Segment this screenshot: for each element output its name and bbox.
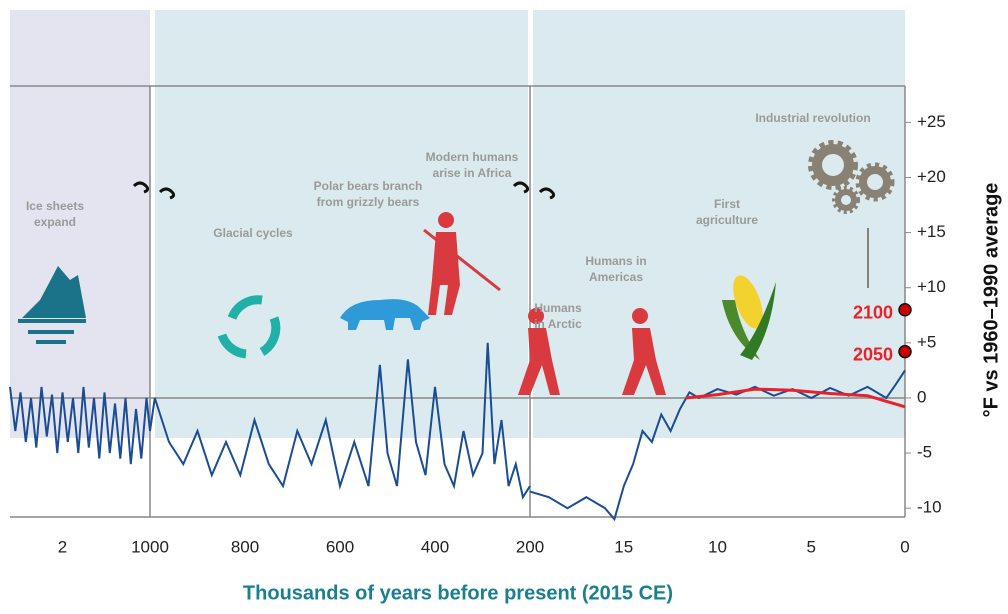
projection-point: [898, 344, 912, 359]
x-axis-label: Thousands of years before present (2015 …: [243, 582, 673, 604]
temperature-line: [149, 342, 531, 500]
annotation: from grizzly bears: [317, 195, 420, 209]
annotation: expand: [34, 215, 76, 229]
gears-icon: [808, 140, 895, 214]
band: [10, 10, 150, 438]
annotation: in Arctic: [534, 317, 582, 331]
x-tick-label: 600: [326, 537, 354, 556]
y-tick-label: +25: [917, 112, 946, 131]
y-tick-label: +10: [917, 277, 946, 296]
x-tick-label: 15: [614, 537, 633, 556]
annotation: Humans in: [585, 254, 646, 268]
projection-label: 2100: [853, 303, 893, 323]
axis-break: [512, 181, 556, 200]
cycle-icon: [217, 295, 281, 359]
annotation: arise in Africa: [433, 166, 512, 180]
y-tick-label: +5: [917, 332, 936, 351]
annotation: agriculture: [696, 213, 758, 227]
x-tick-label: 0: [900, 537, 909, 556]
annotation: Industrial revolution: [755, 111, 870, 125]
annotation: Ice sheets: [26, 199, 84, 213]
y-tick-label: +15: [917, 222, 946, 241]
human-icons: [423, 212, 666, 395]
corn-icon: [722, 275, 776, 360]
x-tick-label: 1000: [131, 537, 169, 556]
annotation: Humans: [534, 301, 582, 315]
x-tick-label: 400: [421, 537, 449, 556]
x-tick-label: 200: [516, 537, 544, 556]
x-tick-label: 10: [708, 537, 727, 556]
x-tick-label: 800: [231, 537, 259, 556]
y-tick-label: -5: [917, 443, 932, 462]
iceberg-icon: [18, 266, 86, 344]
projection-line: [685, 387, 906, 409]
bear-icon: [340, 299, 430, 330]
annotation: Polar bears branch: [314, 179, 423, 193]
x-tick-label: 2: [58, 537, 67, 556]
band: [533, 10, 905, 438]
annotation: Modern humans: [426, 150, 519, 164]
projection-point: [898, 303, 912, 317]
axis-break: [132, 181, 176, 200]
x-tick-label: 5: [807, 537, 816, 556]
annotation: Americas: [589, 270, 643, 284]
temperature-line: [9, 386, 151, 465]
band: [155, 10, 528, 438]
y-axis-label: °F vs 1960–1990 average: [980, 183, 1002, 418]
y-tick-label: 0: [917, 387, 926, 406]
y-tick-label: +20: [917, 167, 946, 186]
annotation: Glacial cycles: [213, 226, 293, 240]
annotation: First: [714, 197, 740, 211]
projection-label: 2050: [853, 344, 893, 364]
y-tick-label: -10: [917, 498, 942, 517]
